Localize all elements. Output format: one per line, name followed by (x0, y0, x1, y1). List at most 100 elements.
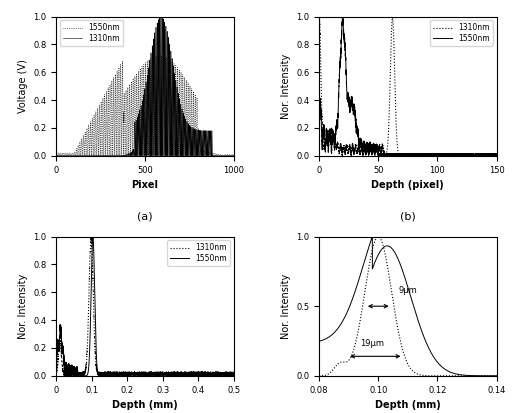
1550nm (384, 243, 390, 248)
1550nm (347, 303, 353, 308)
1310nm (182, 143, 188, 148)
Legend: 1310nm, 1550nm: 1310nm, 1550nm (430, 20, 493, 46)
1310nm (316, 14, 322, 19)
1550nm (130, 373, 136, 378)
1310nm (494, 373, 500, 378)
1310nm (53, 153, 59, 158)
1310nm (494, 153, 500, 158)
1310nm (88, 234, 94, 239)
1310nm (375, 234, 381, 239)
1550nm (490, 373, 496, 378)
1310nm (138, 372, 144, 377)
1310nm (392, 310, 398, 315)
Legend: 1310nm, 1550nm: 1310nm, 1550nm (167, 240, 230, 266)
1310nm (217, 153, 223, 158)
1550nm (90, 234, 96, 239)
1310nm (53, 371, 59, 376)
Y-axis label: Nor. Intensity: Nor. Intensity (281, 273, 291, 339)
1310nm (128, 370, 134, 375)
1550nm (494, 153, 500, 158)
Line: 1550nm: 1550nm (56, 56, 234, 156)
1550nm (231, 373, 237, 378)
1310nm (471, 153, 477, 158)
1310nm (128, 150, 134, 155)
X-axis label: Depth (pixel): Depth (pixel) (372, 180, 444, 190)
Y-axis label: Nor. Intensity: Nor. Intensity (281, 54, 291, 119)
Line: 1310nm: 1310nm (56, 17, 234, 156)
1310nm (231, 370, 237, 375)
1550nm (339, 14, 346, 19)
X-axis label: Depth (mm): Depth (mm) (375, 400, 441, 410)
1310nm (130, 372, 136, 377)
Text: (b): (b) (400, 211, 416, 221)
1550nm (53, 367, 59, 372)
1550nm (490, 153, 496, 158)
Y-axis label: Nor. Intensity: Nor. Intensity (18, 273, 28, 339)
1550nm (316, 115, 322, 120)
1550nm (392, 250, 398, 255)
1550nm (182, 373, 188, 378)
1310nm (316, 15, 322, 20)
Line: 1310nm: 1310nm (56, 237, 234, 376)
1550nm (217, 153, 223, 158)
1550nm (128, 373, 134, 378)
1550nm (471, 152, 477, 157)
1550nm (316, 339, 322, 344)
1550nm (384, 152, 390, 157)
1550nm (494, 373, 500, 378)
1310nm (316, 373, 322, 378)
Line: 1310nm: 1310nm (319, 237, 497, 376)
1550nm (182, 148, 188, 153)
1550nm (157, 53, 163, 58)
1550nm (231, 153, 237, 158)
1550nm (129, 151, 135, 156)
Line: 1550nm: 1550nm (319, 17, 497, 156)
1310nm (158, 14, 164, 19)
1310nm (54, 153, 60, 158)
Text: 19μm: 19μm (360, 339, 385, 348)
1550nm (230, 153, 237, 158)
Text: 9μm: 9μm (399, 286, 418, 295)
1550nm (128, 114, 134, 119)
Legend: 1550nm, 1310nm: 1550nm, 1310nm (60, 20, 123, 46)
1310nm (392, 82, 398, 87)
Y-axis label: Voltage (V): Voltage (V) (18, 59, 28, 113)
X-axis label: Pixel: Pixel (132, 180, 159, 190)
1310nm (138, 131, 144, 135)
1550nm (225, 153, 231, 158)
1310nm (490, 153, 496, 158)
1550nm (392, 152, 398, 157)
1550nm (217, 373, 223, 378)
Line: 1550nm: 1550nm (319, 237, 497, 376)
X-axis label: Depth (mm): Depth (mm) (112, 400, 178, 410)
1310nm (225, 153, 231, 158)
1550nm (225, 373, 231, 378)
1310nm (347, 356, 353, 361)
1310nm (231, 153, 237, 158)
1310nm (384, 147, 390, 152)
1310nm (336, 360, 343, 365)
1550nm (471, 373, 477, 378)
1550nm (369, 234, 375, 239)
Line: 1550nm: 1550nm (56, 237, 234, 376)
1310nm (211, 373, 217, 378)
1310nm (471, 373, 477, 378)
1550nm (53, 152, 59, 157)
1550nm (138, 113, 144, 118)
1310nm (490, 373, 496, 378)
1550nm (138, 373, 144, 378)
1310nm (472, 153, 478, 158)
1550nm (479, 153, 485, 158)
1550nm (158, 373, 164, 378)
Text: (a): (a) (137, 211, 153, 221)
1310nm (336, 152, 343, 157)
1310nm (217, 370, 223, 375)
1550nm (336, 76, 343, 81)
1550nm (336, 324, 343, 329)
1310nm (384, 262, 390, 267)
1550nm (347, 109, 353, 114)
1310nm (130, 148, 136, 153)
1310nm (182, 372, 188, 377)
Line: 1310nm: 1310nm (319, 17, 497, 156)
1310nm (225, 373, 231, 377)
